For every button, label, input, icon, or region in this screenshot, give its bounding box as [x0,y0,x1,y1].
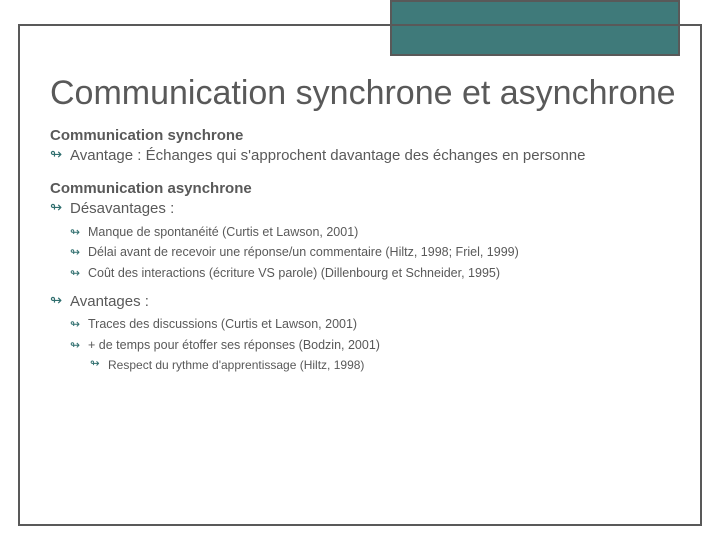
list-item: Traces des discussions (Curtis et Lawson… [70,316,676,334]
list-item: Coût des interactions (écriture VS parol… [70,265,676,283]
async-desavantages-list: Désavantages : [50,199,676,219]
sync-block: Communication synchrone Avantage : Échan… [50,127,676,166]
content-area: Communication synchrone et asynchrone Co… [50,74,676,520]
sync-heading: Communication synchrone [50,127,676,144]
async-avantages-subsublist: Respect du rythme d'apprentissage (Hiltz… [70,357,676,374]
slide: Communication synchrone et asynchrone Co… [0,0,720,540]
async-desavantages-sublist: Manque de spontanéité (Curtis et Lawson,… [70,224,676,283]
list-item: Désavantages : [50,199,676,219]
async-avantages-sublist: Traces des discussions (Curtis et Lawson… [70,316,676,354]
list-item: Respect du rythme d'apprentissage (Hiltz… [90,357,676,374]
list-item: + de temps pour étoffer ses réponses (Bo… [70,337,676,355]
async-block: Communication asynchrone Désavantages : … [50,180,676,374]
list-item: Délai avant de recevoir une réponse/un c… [70,244,676,262]
slide-title: Communication synchrone et asynchrone [50,74,676,113]
sync-list: Avantage : Échanges qui s'approchent dav… [50,146,676,166]
list-item: Manque de spontanéité (Curtis et Lawson,… [70,224,676,242]
list-item: Avantage : Échanges qui s'approchent dav… [50,146,676,166]
async-avantages-list: Avantages : [50,292,676,312]
list-item: Avantages : [50,292,676,312]
async-heading: Communication asynchrone [50,180,676,197]
